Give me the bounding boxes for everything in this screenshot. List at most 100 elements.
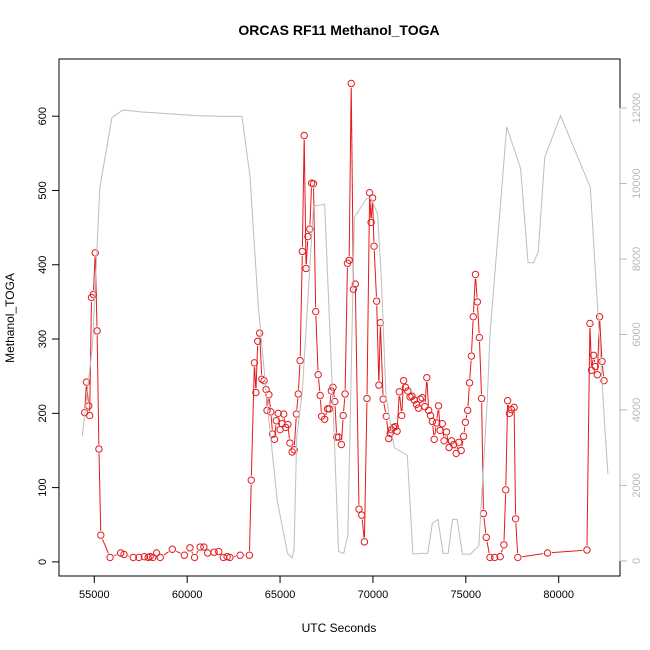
data-point	[503, 397, 512, 405]
data-point	[500, 541, 508, 549]
data-point	[215, 547, 223, 556]
data-point	[416, 395, 425, 403]
data-point	[391, 422, 399, 431]
data-point	[116, 549, 125, 557]
data-point	[367, 218, 375, 227]
data-point	[434, 402, 443, 410]
data-point	[347, 79, 355, 88]
data-point	[149, 553, 157, 562]
data-point	[236, 551, 244, 559]
data-point	[302, 264, 310, 273]
data-point	[398, 411, 406, 420]
data-point	[200, 543, 208, 551]
data-point	[106, 553, 114, 562]
data-point	[424, 406, 433, 415]
data-point	[401, 383, 410, 392]
data-point	[290, 446, 298, 454]
data-point	[436, 426, 444, 435]
data-point	[292, 410, 301, 418]
data-point	[210, 548, 218, 556]
data-point	[280, 410, 288, 418]
data-point	[358, 511, 366, 519]
data-point	[333, 433, 341, 441]
y-tick-label: 300	[37, 330, 49, 348]
data-point	[412, 400, 421, 409]
data-point	[375, 381, 383, 389]
data-point	[379, 395, 387, 403]
data-point	[586, 319, 594, 328]
data-point	[386, 429, 394, 438]
data-point	[93, 327, 101, 335]
data-point	[442, 428, 451, 436]
data-point	[459, 432, 468, 441]
y2-tick-label: 6000	[631, 322, 643, 346]
data-point	[341, 390, 349, 398]
data-point	[288, 448, 296, 456]
data-point	[325, 405, 333, 413]
data-point	[438, 420, 446, 428]
data-point	[432, 419, 441, 427]
data-point	[245, 551, 254, 559]
data-point	[408, 392, 416, 400]
y2-tick-label: 12000	[631, 93, 643, 124]
data-point	[337, 440, 346, 449]
data-point	[473, 298, 482, 306]
data-point	[226, 553, 234, 562]
data-point	[312, 307, 320, 316]
series-layer	[80, 79, 609, 562]
data-point	[372, 297, 381, 305]
data-point	[363, 394, 371, 403]
data-point	[510, 403, 518, 412]
data-point	[152, 549, 161, 557]
data-point	[260, 376, 268, 385]
y2-axis: 0 2000 4000 6000 8000 10000 12000	[619, 93, 643, 564]
data-point	[223, 552, 231, 561]
data-point	[395, 388, 404, 396]
data-point	[316, 391, 324, 400]
data-point	[252, 388, 260, 397]
data-point	[399, 376, 408, 385]
data-point	[583, 546, 591, 554]
y2-tick-label: 8000	[631, 247, 643, 271]
data-point	[85, 402, 93, 410]
y2-tick-label: 0	[631, 558, 643, 564]
data-point	[296, 356, 304, 365]
y-tick-label: 200	[37, 404, 49, 422]
y2-tick-label: 10000	[631, 168, 643, 199]
data-point	[455, 438, 463, 446]
y2-tick-label: 4000	[631, 398, 643, 422]
y-tick-label: 100	[37, 478, 49, 496]
data-point	[430, 435, 438, 444]
y-tick-label: 600	[37, 107, 49, 125]
data-point	[286, 439, 294, 447]
data-point	[120, 550, 128, 559]
series-1	[80, 79, 608, 562]
data-point	[263, 406, 271, 415]
data-point	[300, 131, 308, 140]
data-point	[85, 411, 94, 420]
data-point	[156, 553, 164, 562]
data-point	[298, 247, 307, 256]
data-point	[168, 545, 177, 553]
data-point	[327, 387, 336, 395]
data-point	[186, 544, 194, 552]
data-point	[268, 430, 277, 438]
data-point	[370, 242, 378, 250]
data-point	[486, 553, 494, 562]
data-point	[385, 434, 393, 443]
data-point	[309, 180, 318, 188]
data-point	[421, 402, 429, 411]
data-point	[469, 313, 477, 321]
data-point	[284, 420, 292, 429]
data-point	[593, 371, 602, 379]
data-point	[591, 362, 599, 371]
data-point	[95, 445, 103, 453]
data-point	[304, 232, 312, 241]
x-tick-label: 80000	[543, 589, 574, 601]
data-point	[589, 351, 598, 360]
plot-frame	[58, 58, 621, 577]
data-point	[496, 552, 504, 561]
x-tick-label: 60000	[172, 589, 203, 601]
data-point	[600, 376, 608, 385]
